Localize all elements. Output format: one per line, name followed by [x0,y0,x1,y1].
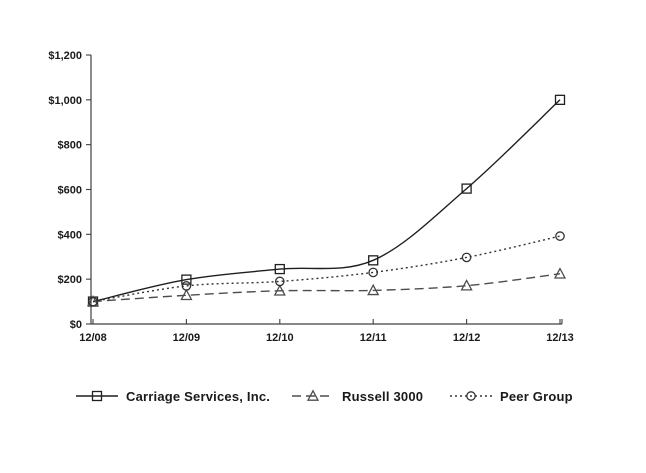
series-markers-russell-3000 [86,267,567,307]
square-marker-icon [181,274,192,285]
solid-line-square-marker-icon [76,390,118,402]
square-marker-icon [274,263,285,275]
triangle-marker-icon [273,284,286,296]
triangle-marker-icon [180,288,193,301]
x-axis-tick-label: 12/11 [360,332,387,344]
legend-item-russell-3000: Russell 3000 [291,388,423,404]
square-marker-icon [554,94,566,105]
series-line-russell-3000 [92,273,561,303]
chart-legend: Carriage Services, Inc. Russell 3000 Pee… [0,388,646,410]
y-axis-tick-label: $1,200 [48,50,82,62]
circle-marker-icon [461,252,472,263]
triangle-marker-icon [367,283,380,296]
series-markers-peer-group [88,231,565,307]
series-line-carriage-services-inc [92,99,561,303]
x-axis-tick-label: 12/12 [453,332,481,344]
x-axis-tick-label: 12/13 [546,332,574,344]
series-markers-carriage-services-inc [87,94,566,307]
dotted-line-circle-marker-icon [450,391,492,401]
x-axis-tick-label: 12/10 [266,332,294,344]
x-axis-tick-label: 12/09 [173,332,201,344]
series-line-peer-group [92,235,561,303]
circle-marker-icon [555,231,565,241]
circle-marker-icon [181,281,192,291]
square-marker-icon [91,390,103,402]
square-marker-icon [461,183,472,194]
legend-item-carriage-services: Carriage Services, Inc. [75,388,270,404]
square-marker-icon [368,255,379,266]
legend-label-peer-group: Peer Group [500,388,573,404]
y-axis-tick-label: $800 [58,140,82,152]
y-axis-tick-label: $0 [70,319,82,331]
x-axis-tick-label: 12/08 [79,332,107,344]
triangle-marker-icon [306,389,320,401]
circle-marker-icon [466,391,476,401]
legend-label-russell-3000: Russell 3000 [342,388,424,404]
circle-marker-icon [368,267,379,278]
circle-marker-icon [88,296,98,307]
y-axis-tick-label: $1,000 [48,95,82,107]
circle-marker-icon [274,276,285,287]
legend-label-carriage-services: Carriage Services, Inc. [126,388,271,404]
legend-item-peer-group: Peer Group [449,388,573,404]
y-axis-tick-label: $200 [58,274,82,286]
y-axis-tick-label: $400 [58,229,82,241]
y-axis-tick-label: $600 [58,185,82,197]
triangle-marker-icon [553,267,567,279]
dashed-line-triangle-marker-icon [292,389,334,401]
triangle-marker-icon [460,279,473,291]
